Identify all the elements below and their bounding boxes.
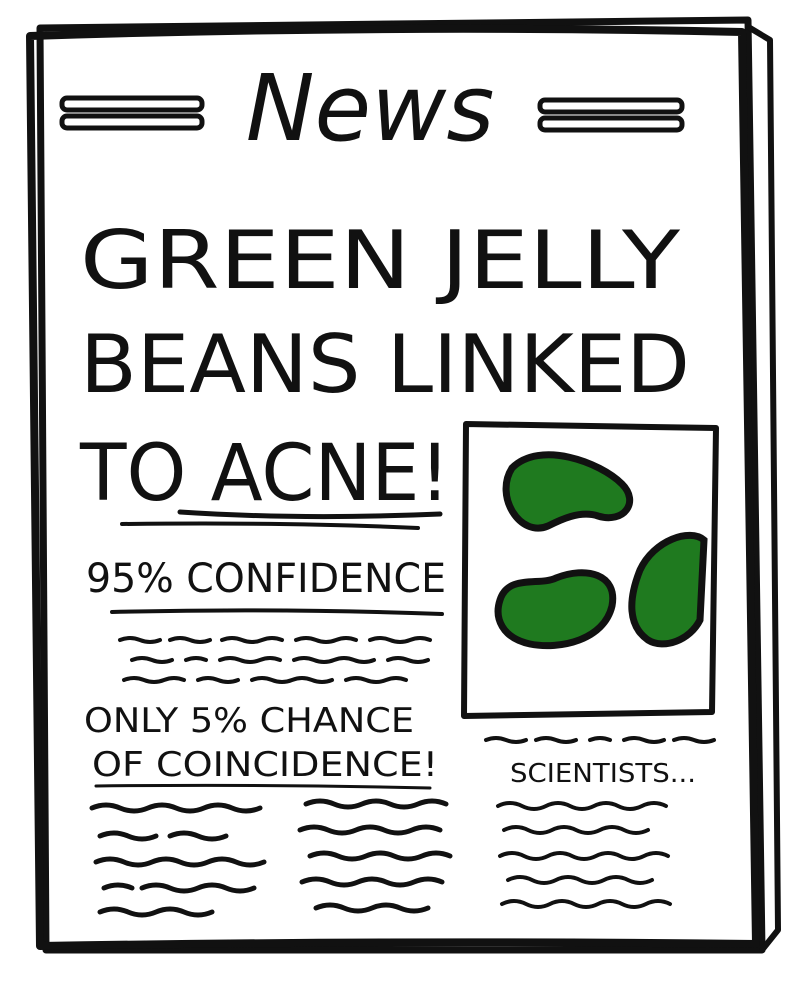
subhead-rule <box>110 608 444 616</box>
headline-line-3: TO ACNE! <box>79 429 450 519</box>
pullquote-underline <box>94 783 432 790</box>
newspaper-page-edge <box>747 25 781 953</box>
sidebar-caption: SCIENTISTS... <box>510 759 696 789</box>
masthead-bar-right <box>537 97 685 133</box>
headline-rule <box>120 521 420 530</box>
caption-squiggle <box>484 736 716 744</box>
subhead-confidence: 95% CONFIDENCE <box>86 556 446 602</box>
pullquote-line-2: OF COINCIDENCE! <box>92 745 438 785</box>
jelly-bean-1 <box>502 451 634 532</box>
pullquote-line-1: ONLY 5% CHANCE <box>84 701 414 741</box>
masthead-title: News <box>246 55 495 162</box>
headline-underline <box>177 509 443 520</box>
newspaper-front-page <box>26 24 760 950</box>
body-text-block-3 <box>297 798 453 914</box>
body-text-block-1 <box>118 636 432 684</box>
headline-line-2: BEANS LINKED <box>80 318 690 411</box>
jelly-bean-image <box>494 451 708 650</box>
jelly-bean-2 <box>494 569 617 650</box>
body-text-block-2 <box>89 802 267 918</box>
photo-frame <box>461 421 719 719</box>
headline-line-1: GREEN JELLY <box>80 214 681 307</box>
body-text-block-4 <box>496 801 672 909</box>
masthead-bar-left <box>59 95 205 131</box>
jelly-bean-3 <box>628 532 708 648</box>
